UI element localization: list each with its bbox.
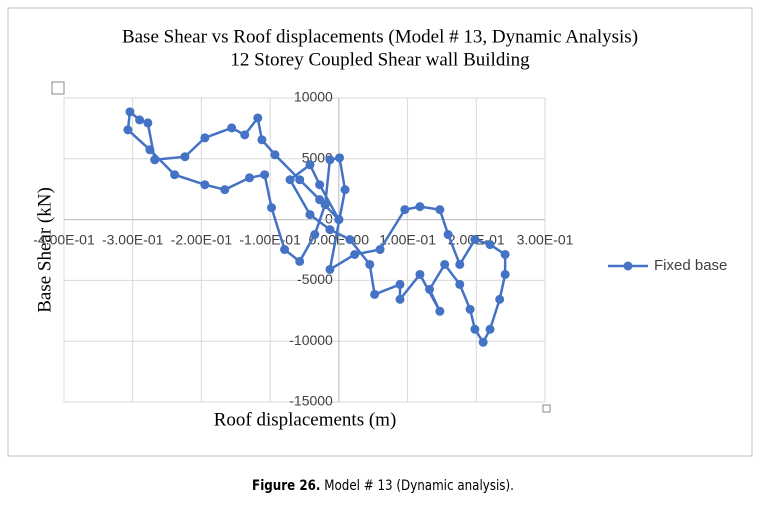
data-point (325, 225, 335, 235)
data-point (123, 125, 133, 135)
data-point (305, 210, 315, 220)
data-point (335, 153, 345, 163)
data-point (395, 279, 405, 289)
data-point (470, 324, 480, 334)
data-point (425, 284, 435, 294)
data-point (465, 304, 475, 314)
chart: Base Shear vs Roof displacements (Model … (7, 7, 753, 457)
data-point (320, 200, 330, 210)
move-handle (51, 81, 65, 95)
data-point (240, 130, 250, 140)
chart-subtitle: 12 Storey Coupled Shear wall Building (230, 49, 530, 70)
y-tick-label: -5000 (297, 271, 333, 287)
data-point (415, 202, 425, 212)
data-point (375, 245, 385, 255)
caption-text: Model # 13 (Dynamic analysis). (324, 478, 514, 494)
data-point (295, 175, 305, 185)
x-tick-label: 3.00E-01 (517, 231, 574, 247)
y-tick-label: -15000 (289, 393, 333, 409)
data-point (340, 185, 350, 195)
data-point (443, 230, 453, 240)
data-point (200, 180, 210, 190)
y-tick-label: 10000 (294, 89, 333, 105)
data-point (143, 118, 153, 128)
data-point (325, 155, 335, 165)
x-axis-title: Roof displacements (m) (214, 409, 397, 430)
data-point (500, 269, 510, 279)
data-point (415, 269, 425, 279)
legend-marker (623, 261, 633, 271)
y-tick-label: -10000 (289, 332, 333, 348)
legend-label: Fixed base (654, 257, 727, 274)
data-point (260, 170, 270, 180)
data-point (470, 235, 480, 245)
data-point (478, 337, 488, 347)
x-tick-label: -3.00E-01 (102, 231, 164, 247)
data-point (350, 249, 360, 259)
data-point (267, 203, 277, 213)
caption-label: Figure 26. (252, 478, 321, 494)
data-point (500, 249, 510, 259)
data-point (325, 264, 335, 274)
caption: Figure 26. Model # 13 (Dynamic analysis)… (57, 478, 708, 494)
x-tick-label: -2.00E-01 (171, 231, 233, 247)
y-tick-label: 0 (325, 210, 333, 226)
data-point (305, 160, 315, 170)
data-point (220, 185, 230, 195)
data-point (345, 235, 355, 245)
data-point (395, 294, 405, 304)
data-point (435, 205, 445, 215)
data-point (495, 294, 505, 304)
x-tick-label: -1.00E-01 (239, 231, 301, 247)
data-point (170, 170, 180, 180)
data-point (485, 324, 495, 334)
data-point (125, 107, 135, 117)
data-point (334, 215, 344, 225)
data-point (315, 180, 325, 190)
chart-border (7, 7, 753, 457)
data-point (455, 279, 465, 289)
data-point (227, 123, 237, 133)
data-point (257, 135, 267, 145)
data-point (400, 205, 410, 215)
data-point (135, 115, 145, 125)
data-point (365, 259, 375, 269)
chart-title: Base Shear vs Roof displacements (Model … (122, 26, 638, 47)
data-point (295, 256, 305, 266)
data-point (280, 245, 290, 255)
data-point (180, 152, 190, 162)
data-point (200, 133, 210, 143)
resize-handle (542, 404, 551, 413)
data-point (440, 259, 450, 269)
data-point (150, 155, 160, 165)
data-point (370, 289, 380, 299)
y-axis-title: Base Shear (kN) (34, 187, 55, 313)
data-point (285, 175, 295, 185)
x-tick-label: 1.00E-01 (379, 231, 436, 247)
x-tick-label: -4.00E-01 (33, 231, 95, 247)
data-point (253, 113, 263, 123)
data-point (270, 150, 280, 160)
data-point (455, 259, 465, 269)
data-point (485, 240, 495, 250)
data-point (245, 173, 255, 183)
data-point (435, 306, 445, 316)
series-line (126, 109, 507, 345)
data-point (145, 145, 155, 155)
data-point (310, 230, 320, 240)
